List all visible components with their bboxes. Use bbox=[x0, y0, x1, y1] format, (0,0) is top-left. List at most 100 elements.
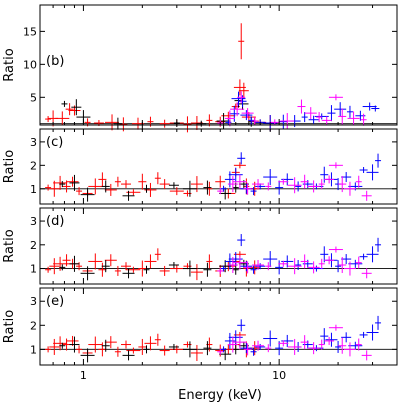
data-point bbox=[101, 260, 110, 273]
data-point bbox=[328, 246, 343, 253]
data-point bbox=[324, 256, 335, 265]
data-point bbox=[359, 331, 368, 338]
y-tick-label: 15 bbox=[23, 25, 37, 38]
data-point bbox=[238, 23, 245, 60]
y-tick-label: 10 bbox=[23, 58, 37, 71]
data-point bbox=[101, 339, 110, 352]
data-point bbox=[228, 167, 243, 182]
data-point bbox=[168, 262, 179, 268]
x-tick-label: 10 bbox=[272, 369, 286, 382]
data-point bbox=[66, 176, 79, 187]
series-magenta bbox=[217, 324, 372, 361]
data-point bbox=[144, 336, 157, 351]
data-point bbox=[80, 187, 95, 202]
data-point bbox=[263, 251, 278, 268]
data-point bbox=[278, 260, 289, 267]
data-point bbox=[45, 346, 52, 353]
data-point bbox=[243, 343, 252, 356]
y-axis-title: Ratio bbox=[2, 150, 17, 183]
data-point bbox=[80, 266, 95, 281]
data-point bbox=[138, 173, 147, 190]
data-point bbox=[62, 254, 71, 267]
panel-c: 1 2 3 Ratio (c) bbox=[2, 128, 398, 205]
data-point bbox=[154, 248, 161, 261]
data-point bbox=[243, 182, 252, 195]
data-point bbox=[295, 181, 302, 192]
data-point bbox=[190, 264, 203, 281]
y-tick-label: 1 bbox=[30, 263, 37, 276]
data-point bbox=[355, 175, 362, 188]
data-point bbox=[168, 182, 179, 189]
data-point bbox=[338, 108, 347, 125]
data-point bbox=[76, 187, 83, 196]
data-point bbox=[232, 174, 247, 189]
y-tick-label: 5 bbox=[30, 91, 37, 104]
data-point bbox=[53, 175, 68, 190]
data-point bbox=[203, 341, 212, 356]
data-point bbox=[59, 342, 66, 349]
data-point bbox=[241, 108, 254, 119]
data-point bbox=[69, 255, 80, 272]
data-point bbox=[237, 319, 246, 332]
data-point bbox=[341, 332, 352, 343]
series-magenta bbox=[217, 246, 372, 279]
data-point bbox=[182, 180, 197, 197]
data-point bbox=[307, 261, 320, 274]
data-point bbox=[320, 328, 329, 345]
data-point bbox=[361, 268, 372, 279]
data-point bbox=[122, 190, 135, 201]
series-black bbox=[59, 174, 249, 202]
y-tick-label: 3 bbox=[30, 136, 37, 149]
data-point bbox=[143, 265, 150, 274]
data-point bbox=[206, 114, 213, 127]
data-point bbox=[98, 262, 107, 277]
data-point bbox=[228, 252, 243, 267]
data-point bbox=[224, 171, 235, 188]
data-point bbox=[343, 261, 356, 276]
data-point bbox=[206, 254, 213, 269]
data-point bbox=[215, 175, 226, 188]
panel-label: (e) bbox=[46, 294, 64, 309]
data-point bbox=[252, 260, 265, 270]
data-point bbox=[252, 179, 265, 190]
data-point bbox=[366, 324, 379, 341]
data-point bbox=[88, 253, 103, 270]
data-point bbox=[49, 180, 60, 197]
data-point bbox=[300, 174, 309, 189]
series-blue bbox=[220, 234, 382, 275]
data-point bbox=[61, 100, 68, 107]
data-point bbox=[120, 262, 131, 271]
data-point bbox=[255, 263, 266, 270]
data-point bbox=[355, 338, 362, 351]
data-point bbox=[45, 116, 52, 123]
data-point bbox=[300, 335, 309, 350]
y-tick-label: 3 bbox=[30, 295, 37, 308]
data-point bbox=[80, 348, 95, 363]
panel-frame bbox=[39, 4, 398, 126]
data-point bbox=[169, 187, 184, 196]
data-point bbox=[248, 116, 255, 125]
data-point bbox=[143, 345, 150, 354]
data-point bbox=[371, 105, 380, 112]
series-red bbox=[45, 248, 260, 281]
data-point bbox=[338, 337, 347, 354]
data-point bbox=[325, 332, 338, 347]
data-point bbox=[159, 265, 170, 276]
data-point bbox=[307, 342, 320, 355]
data-point bbox=[338, 176, 347, 193]
data-point bbox=[144, 254, 157, 269]
data-point bbox=[375, 315, 382, 330]
data-point bbox=[338, 257, 347, 273]
data-point bbox=[53, 256, 68, 271]
data-point bbox=[182, 341, 197, 358]
panel-label: (c) bbox=[46, 135, 63, 150]
data-point bbox=[230, 102, 245, 117]
data-point bbox=[324, 175, 335, 184]
data-point bbox=[98, 342, 107, 357]
data-point bbox=[88, 336, 103, 353]
panel-b: 5 10 15 Ratio (b) bbox=[2, 4, 398, 133]
series-red bbox=[45, 162, 260, 199]
data-point bbox=[98, 172, 107, 187]
data-point bbox=[122, 350, 135, 361]
data-point bbox=[279, 114, 288, 129]
